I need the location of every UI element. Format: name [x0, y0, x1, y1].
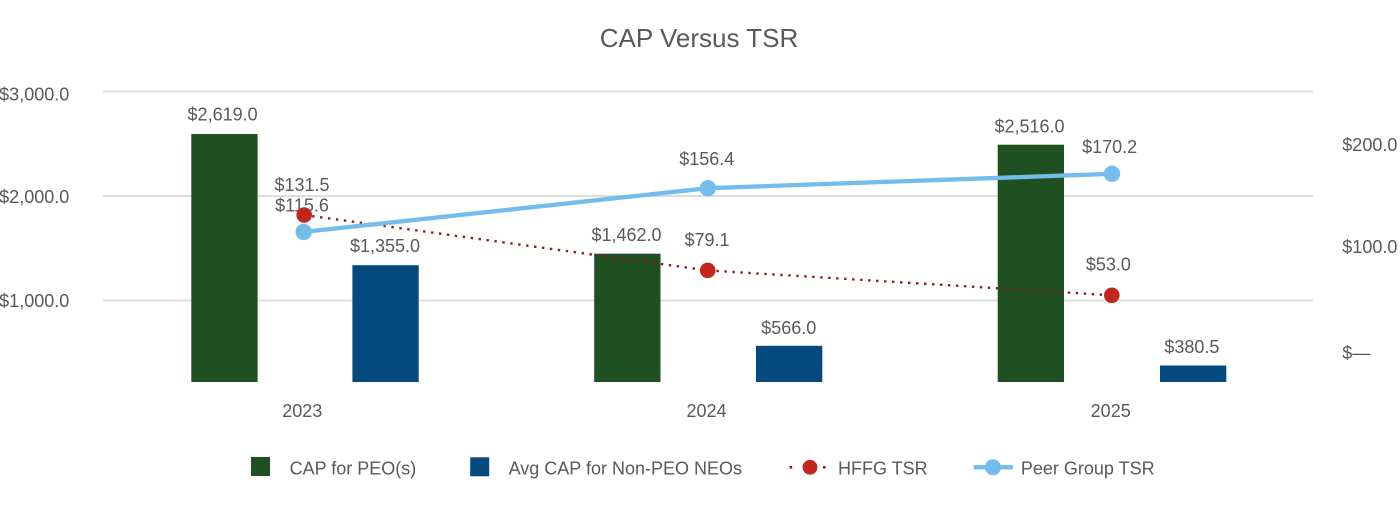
svg-text:2025: 2025 [1091, 401, 1131, 421]
svg-text:CAP for PEO(s): CAP for PEO(s) [290, 458, 417, 478]
svg-text:$2,000.0: $2,000.0 [0, 187, 69, 207]
svg-text:$100.0: $100.0 [1342, 237, 1397, 257]
svg-text:$1,462.0: $1,462.0 [591, 225, 661, 245]
svg-text:$1,355.0: $1,355.0 [350, 236, 420, 256]
svg-text:CAP Versus TSR: CAP Versus TSR [600, 23, 798, 53]
svg-text:Avg CAP for Non-PEO NEOs: Avg CAP for Non-PEO NEOs [509, 458, 742, 478]
svg-text:$3,000.0: $3,000.0 [0, 85, 69, 105]
svg-text:$2,516.0: $2,516.0 [994, 116, 1064, 136]
svg-text:$115.6: $115.6 [275, 195, 329, 215]
svg-text:2024: 2024 [686, 401, 726, 421]
svg-text:$566.0: $566.0 [761, 318, 816, 338]
svg-text:$156.4: $156.4 [679, 149, 734, 169]
svg-text:HFFG TSR: HFFG TSR [838, 458, 928, 478]
svg-text:$200.0: $200.0 [1342, 135, 1397, 155]
svg-text:$53.0: $53.0 [1086, 255, 1131, 275]
svg-text:$2,619.0: $2,619.0 [188, 105, 258, 125]
svg-text:$79.1: $79.1 [684, 230, 729, 250]
svg-text:$380.5: $380.5 [1164, 337, 1219, 357]
svg-text:$131.5: $131.5 [274, 175, 329, 195]
svg-text:Peer Group TSR: Peer Group TSR [1021, 458, 1155, 478]
svg-text:$170.2: $170.2 [1082, 137, 1137, 157]
svg-text:$—: $— [1342, 343, 1370, 363]
svg-text:$1,000.0: $1,000.0 [0, 291, 69, 311]
svg-text:2023: 2023 [282, 401, 322, 421]
